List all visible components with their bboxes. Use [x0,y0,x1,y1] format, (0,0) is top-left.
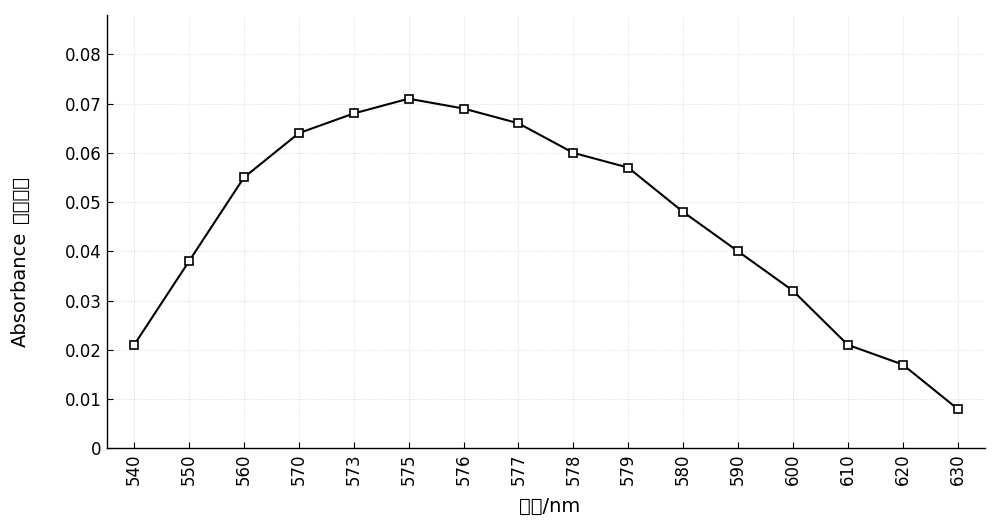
Text: 吸光度值: 吸光度值 [10,176,30,224]
Text: 波长/nm: 波长/nm [519,497,581,515]
Text: Absorbance: Absorbance [10,231,30,347]
